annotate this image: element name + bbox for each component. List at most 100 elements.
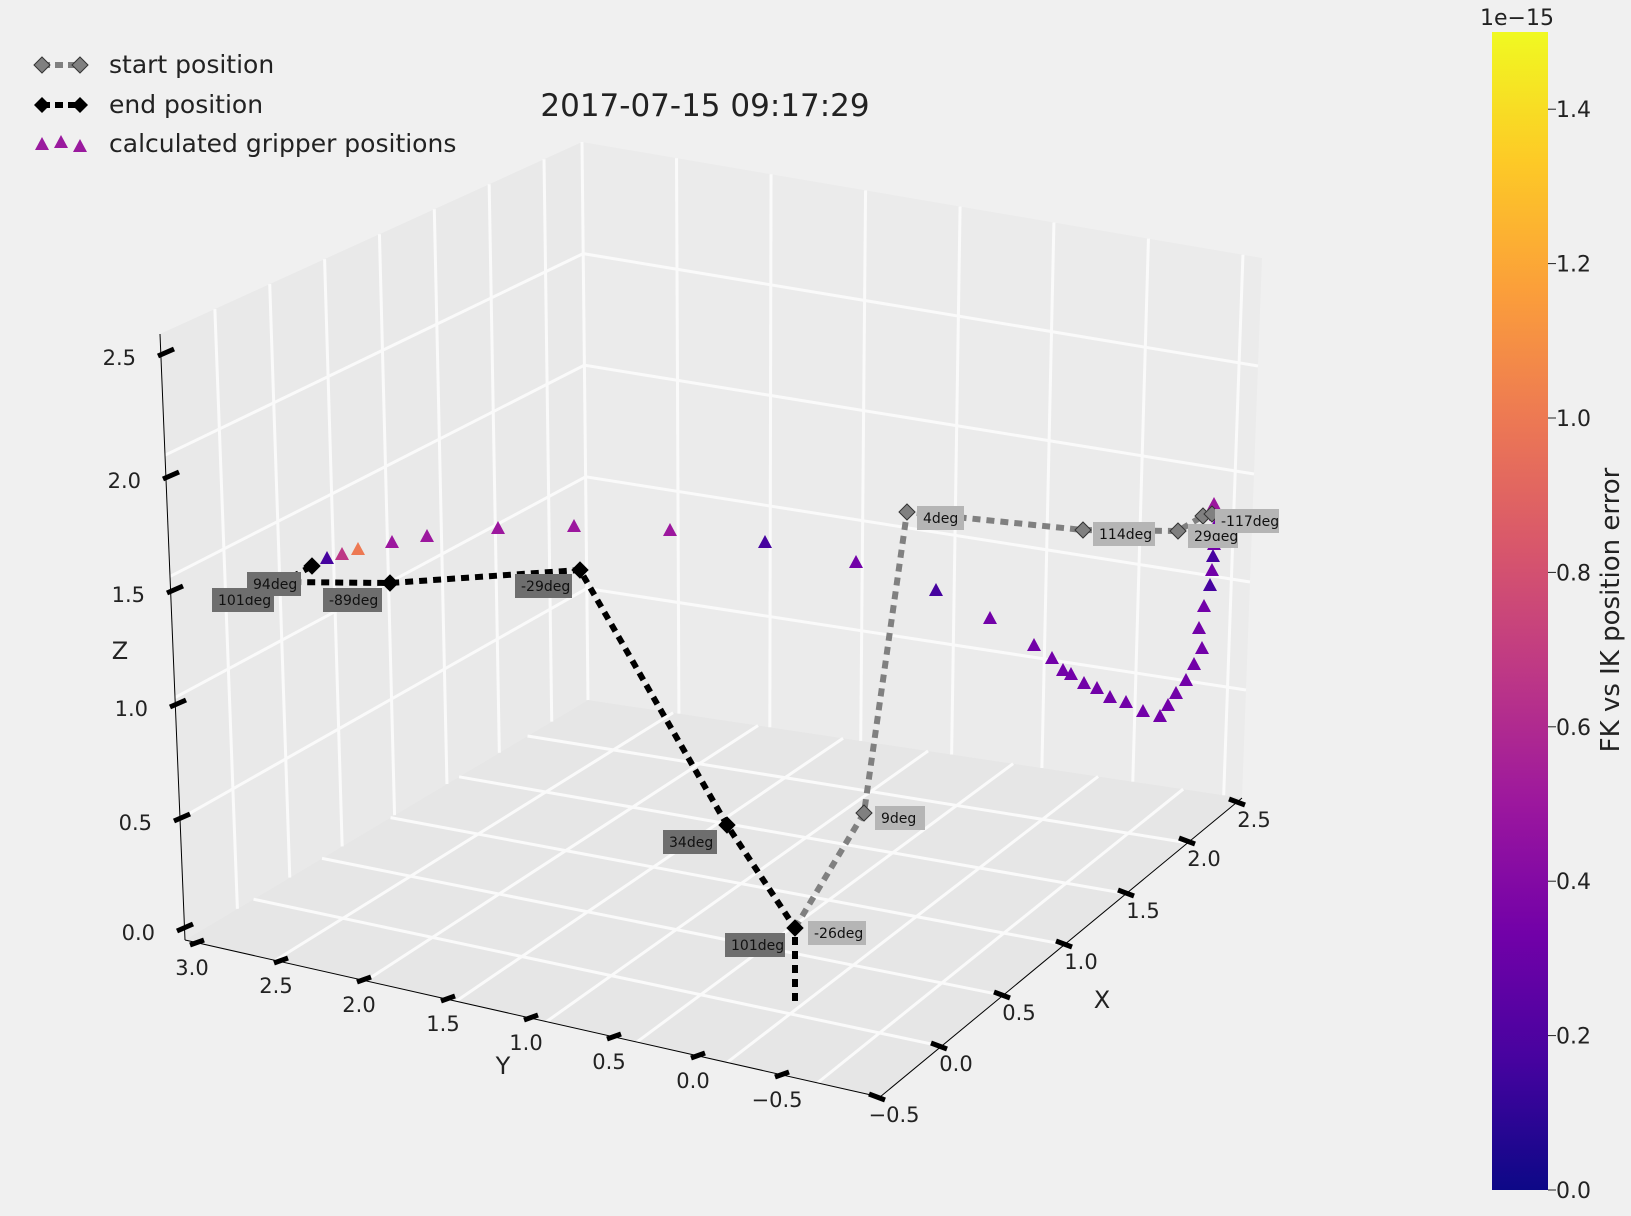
axis-tick-label: 2.0 xyxy=(342,993,375,1017)
grid-line xyxy=(859,190,868,741)
joint-angle-label: 101deg xyxy=(731,938,784,954)
axis-tick xyxy=(356,974,372,985)
joint-angle-label: 94deg xyxy=(253,577,297,593)
joint-label-box xyxy=(1215,509,1279,533)
joint-label-box xyxy=(725,933,785,957)
end-position-marker xyxy=(718,816,736,834)
axis-tick-label: −0.5 xyxy=(869,1103,920,1127)
gripper-marker xyxy=(1169,686,1183,699)
axis-tick-label: 0.0 xyxy=(939,1052,972,1076)
joint-angle-label: 101deg xyxy=(218,593,271,609)
gripper-marker xyxy=(1153,709,1167,722)
gripper-marker xyxy=(385,535,399,548)
gripper-marker xyxy=(1056,663,1070,676)
axis-tick-label: 1.0 xyxy=(509,1031,542,1055)
joint-label-box xyxy=(1093,522,1155,546)
axis-tick xyxy=(690,1050,706,1061)
legend-end-diamond-icon xyxy=(34,97,50,113)
joint-angle-label: 9deg xyxy=(881,811,916,827)
grid-line xyxy=(580,141,590,701)
gripper-marker xyxy=(758,535,772,548)
y-axis-label: Y xyxy=(495,1052,511,1080)
axis-tick-label: 1.5 xyxy=(1126,899,1159,923)
axis-tick-label: 2.5 xyxy=(259,974,292,998)
gripper-marker xyxy=(335,547,349,560)
grid-line xyxy=(768,174,773,728)
colorbar-tick-label: 0.6 xyxy=(1556,716,1591,741)
gripper-marker xyxy=(1192,621,1206,634)
axis-tick-label: 0.5 xyxy=(119,811,152,835)
gripper-marker xyxy=(663,523,677,536)
grid-line xyxy=(253,897,942,1048)
axis-tick-label: 1.0 xyxy=(115,697,148,721)
gripper-marker xyxy=(1179,673,1193,686)
colorbar-tick-label: 0.4 xyxy=(1556,870,1591,895)
start-position-marker xyxy=(1169,522,1187,540)
left-pane xyxy=(160,142,588,940)
axis-tick-label: 1.0 xyxy=(1064,950,1097,974)
colorbar-tick-label: 1.4 xyxy=(1556,98,1591,123)
grid-line xyxy=(377,234,397,816)
axis-tick-label: 0.5 xyxy=(1002,1001,1035,1025)
gripper-marker xyxy=(320,551,334,564)
back-pane xyxy=(582,142,1262,798)
gripper-marker xyxy=(929,583,943,596)
joint-angle-label: -29deg xyxy=(521,579,570,595)
gripper-marker xyxy=(983,611,997,624)
gripper-marker xyxy=(491,521,505,534)
end-position-marker xyxy=(571,561,589,579)
gripper-position-markers xyxy=(320,497,1223,722)
start-position-markers xyxy=(855,503,1221,822)
joint-angle-label: 4deg xyxy=(923,511,958,527)
colorbar-tick-label: 1.0 xyxy=(1556,407,1591,432)
start-position-marker xyxy=(1074,521,1092,539)
end-position-marker xyxy=(786,919,804,937)
joint-angle-label: 34deg xyxy=(669,835,713,851)
gripper-marker xyxy=(1077,676,1091,689)
colorbar-tick-label: 1.2 xyxy=(1556,253,1591,278)
gripper-marker xyxy=(1045,651,1059,664)
axis-tick xyxy=(523,1012,539,1023)
legend-entry-start: start position xyxy=(33,50,274,79)
legend-end-diamond-icon xyxy=(72,97,88,113)
gripper-marker xyxy=(1064,667,1078,680)
axis-tick xyxy=(930,1040,948,1052)
axis-tick xyxy=(1055,938,1073,950)
axis-tick xyxy=(175,921,195,934)
legend-triangle-icon xyxy=(35,137,49,150)
gripper-marker xyxy=(1205,563,1219,576)
axis-tick xyxy=(1117,887,1135,899)
axis-tick xyxy=(273,955,289,966)
gripper-marker xyxy=(1161,698,1175,711)
axis-tick xyxy=(1228,796,1246,808)
legend-triangle-icon xyxy=(54,135,68,148)
chart-title: 2017-07-15 09:17:29 xyxy=(540,88,869,124)
joint-angle-label: -117deg xyxy=(1221,514,1279,530)
colorbar-tick-label: 0.8 xyxy=(1556,561,1591,586)
joint-label-box xyxy=(663,830,717,854)
grid-line xyxy=(458,775,1127,896)
axis-ticks: 0.0 0.5 1.0 1.5 2.0 2.5 3.0 2.5 2.0 1.5 1.0 0.5 0.0 −… xyxy=(103,346,1271,1127)
joint-label-box xyxy=(808,921,866,945)
gripper-marker xyxy=(1090,681,1104,694)
legend: start position end position calculated g… xyxy=(33,50,456,158)
colorbar-tick-label: 0.2 xyxy=(1556,1025,1591,1050)
gripper-marker xyxy=(567,519,581,532)
axis-tick-label: 3.0 xyxy=(175,956,208,980)
legend-label-start: start position xyxy=(109,50,274,79)
legend-label-end: end position xyxy=(109,90,263,119)
axis-tick xyxy=(868,1091,886,1103)
end-position-marker xyxy=(303,557,321,575)
grid-line xyxy=(487,184,501,753)
grid-line xyxy=(164,252,1259,457)
axis-tick xyxy=(165,583,185,596)
gripper-marker xyxy=(1119,695,1133,708)
axis-tick xyxy=(156,346,176,359)
axis-tick xyxy=(1178,835,1196,847)
start-position-marker xyxy=(855,804,873,822)
colorbar-label: FK vs IK position error xyxy=(1596,467,1626,752)
z-axis-label: Z xyxy=(112,637,128,665)
joint-angle-label: -26deg xyxy=(814,926,863,942)
